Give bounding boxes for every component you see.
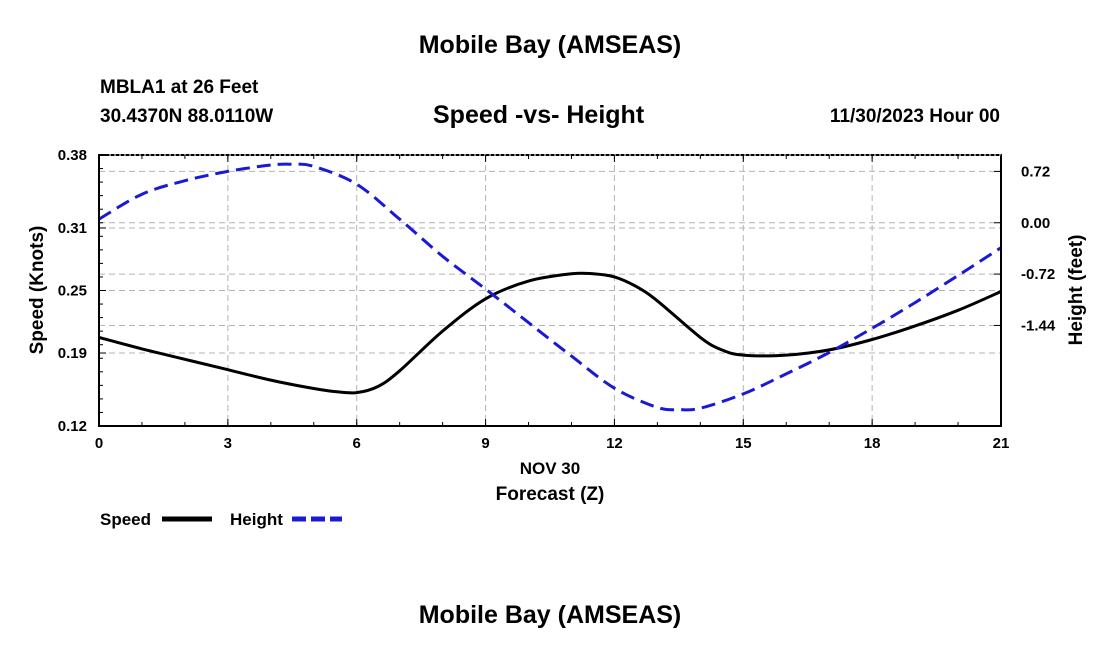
x-tick-label: 3: [224, 435, 232, 452]
legend-speed-label: Speed: [100, 510, 151, 529]
legend: Speed Height: [100, 510, 342, 529]
x-tick-label: 6: [353, 435, 361, 452]
y-right-tick-label: -1.44: [1021, 317, 1056, 334]
footer-title: Mobile Bay (AMSEAS): [418, 601, 682, 629]
x-tick-label: 15: [735, 435, 752, 452]
y-axis-right-label: Height (feet): [1066, 235, 1087, 346]
forecast-datetime: 11/30/2023 Hour 00: [829, 106, 1000, 127]
speed-series-line: [98, 271, 1002, 395]
station-label: MBLA1 at 26 Feet: [100, 77, 259, 98]
y-left-tick-label: 0.12: [58, 418, 87, 435]
y-right-tick-label: -0.72: [1021, 266, 1055, 283]
x-tick-label: 0: [95, 435, 103, 452]
y-right-tick-label: 0.72: [1021, 163, 1050, 180]
y-left-tick-label: 0.19: [58, 345, 87, 362]
x-axis-label: Forecast (Z): [496, 484, 605, 505]
station-coordinates: 30.4370N 88.0110W: [100, 106, 274, 127]
y-left-tick-label: 0.25: [58, 283, 87, 300]
x-tick-label: 21: [993, 435, 1010, 452]
y-left-tick-label: 0.38: [58, 147, 87, 164]
legend-height-label: Height: [230, 510, 283, 529]
y-axis-left-label: Speed (Knots): [27, 226, 48, 355]
chart-subtitle: Speed -vs- Height: [433, 101, 645, 129]
grid: [99, 155, 1001, 426]
chart-main-title: Mobile Bay (AMSEAS): [418, 31, 682, 59]
y-left-tick-label: 0.31: [58, 220, 87, 237]
x-tick-label: 9: [481, 435, 489, 452]
series-layer: [98, 162, 1002, 412]
y-right-tick-label: 0.00: [1021, 215, 1050, 232]
tick-labels: 0 3 6 9 12 15 18 21 0.12 0.19 0.25 0.31 0.38 0.72 0.00…: [58, 147, 1056, 452]
x-axis-date-label: NOV 30: [520, 459, 580, 478]
x-tick-label: 18: [864, 435, 881, 452]
height-series-line: [98, 162, 1002, 412]
x-tick-label: 12: [606, 435, 623, 452]
